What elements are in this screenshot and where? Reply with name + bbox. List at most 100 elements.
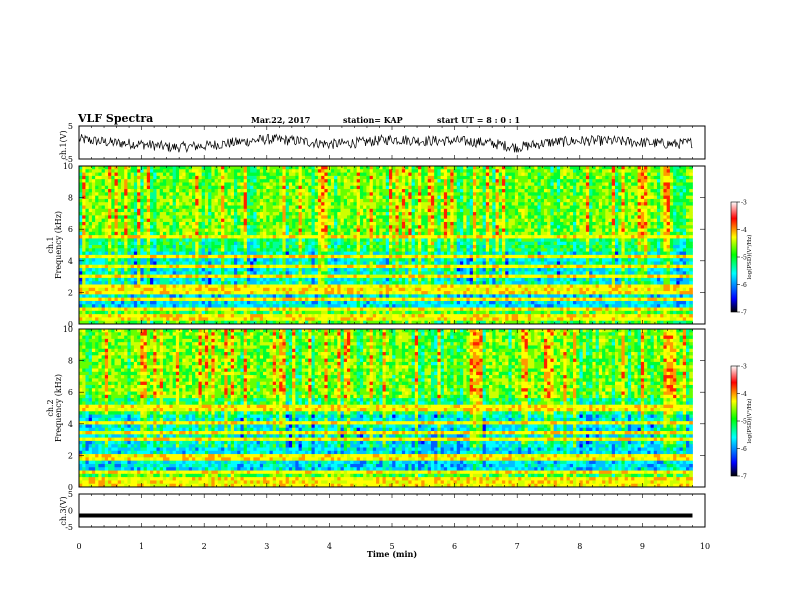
spectrogram-cell [383,182,387,186]
spectrogram-cell [392,192,396,196]
spectrogram-cell [515,173,519,177]
spectrogram-cell [618,186,622,190]
spectrogram-cell [124,189,128,193]
spectrogram-cell [250,196,254,200]
spectrogram-cell [483,196,487,200]
spectrogram-cell [266,202,270,206]
spectrogram-cell [318,176,322,180]
spectrogram-cell [215,186,219,190]
spectrogram-cell [489,192,493,196]
spectrogram-cell [673,196,677,200]
spectrogram-cell [570,196,574,200]
spectrogram-cell [538,202,542,206]
spectrogram-cell [505,192,509,196]
spectrogram-cell [79,182,83,186]
spectrogram-cell [321,202,325,206]
spectrogram-cell [489,173,493,177]
spectrogram-cell [479,182,483,186]
spectrogram-cell [150,173,154,177]
spectrogram-cell [628,202,632,206]
spectrogram-cell [408,189,412,193]
spectrogram-cell [208,166,212,170]
spectrogram-cell [189,202,193,206]
spectrogram-cell [563,196,567,200]
spectrogram-cell [140,179,144,183]
spectrogram-cell [234,186,238,190]
spectrogram-cell [670,179,674,183]
spectrogram-cell [563,173,567,177]
spectrogram-cell [211,199,215,203]
spectrogram-cell [160,199,164,203]
spectrogram-cell [534,199,538,203]
spectrogram-cell [470,173,474,177]
spectrogram-cell [405,166,409,170]
spectrogram-cell [395,189,399,193]
spectrogram-cell [492,196,496,200]
spectrogram-cell [370,186,374,190]
spectrogram-cell [341,169,345,173]
spectrogram-cell [547,196,551,200]
spectrogram-cell [127,202,131,206]
spectrogram-cell [334,189,338,193]
spectrogram-cell [115,196,119,200]
spectrogram-cell [473,176,477,180]
spectrogram-cell [583,196,587,200]
spectrogram-cell [408,186,412,190]
spectrogram-cell [525,192,529,196]
spectrogram-cell [667,199,671,203]
spectrogram-cell [573,166,577,170]
spectrogram-cell [105,179,109,183]
spectrogram-cell [450,166,454,170]
spectrogram-cell [147,173,151,177]
spectrogram-cell [357,182,361,186]
spectrogram-cell [250,169,254,173]
spectrogram-cell [373,182,377,186]
spectrogram-cell [683,176,687,180]
spectrogram-cell [195,179,199,183]
spectrogram-cell [570,192,574,196]
spectrogram-cell [189,182,193,186]
spectrogram-cell [150,206,154,210]
spectrogram-cell [486,202,490,206]
spectrogram-cell [315,182,319,186]
spectrogram-cell [412,179,416,183]
spectrogram-cell [505,186,509,190]
spectrogram-cell [111,173,115,177]
spectrogram-cell [486,173,490,177]
spectrogram-cell [402,173,406,177]
spectrogram-cell [673,182,677,186]
spectrogram-cell [531,199,535,203]
spectrogram-cell [276,169,280,173]
spectrogram-cell [147,206,151,210]
spectrogram-cell [221,206,225,210]
spectrogram-cell [147,179,151,183]
spectrogram-cell [454,192,458,196]
spectrogram-cell [337,169,341,173]
spectrogram-cell [412,189,416,193]
spectrogram-cell [350,189,354,193]
spectrogram-cell [683,179,687,183]
spectrogram-cell [586,176,590,180]
spectrogram-cell [273,173,277,177]
spectrogram-cell [302,202,306,206]
spectrogram-cell [176,189,180,193]
spectrogram-cell [324,169,328,173]
spectrogram-cell [547,182,551,186]
spectrogram-cell [176,206,180,210]
spectrogram-cell [579,176,583,180]
spectrogram-cell [85,206,89,210]
spectrogram-cell [324,182,328,186]
spectrogram-cell [550,169,554,173]
spectrogram-cell [105,199,109,203]
spectrogram-cell [576,189,580,193]
spectrogram-cell [641,176,645,180]
spectrogram-cell [224,186,228,190]
spectrogram-cell [515,179,519,183]
spectrogram-cell [547,189,551,193]
spectrogram-cell [437,196,441,200]
spectrogram-cell [160,176,164,180]
spectrogram-cell [644,186,648,190]
spectrogram-cell [392,196,396,200]
spectrogram-cell [612,189,616,193]
spectrogram-cell [528,196,532,200]
